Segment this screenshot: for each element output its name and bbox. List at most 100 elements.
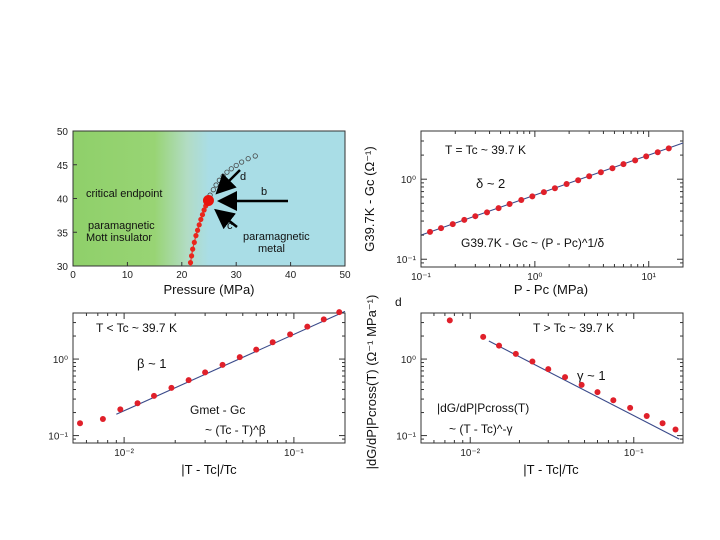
data-point [236, 354, 243, 361]
data-point [562, 374, 569, 381]
critical-endpoint-marker [202, 195, 214, 207]
panel-c-frame [72, 312, 346, 444]
critical-endpoint-label: critical endpoint [86, 188, 162, 200]
data-point [643, 413, 650, 420]
data-point [117, 406, 124, 413]
panel-c-x-axis-label: |T - Tc|/Tc [181, 462, 237, 477]
data-point [563, 181, 570, 188]
data-point [449, 221, 456, 228]
panel-d-frame [420, 312, 684, 444]
phase-x-ticks: 0 10 20 30 40 50 [70, 262, 351, 281]
x-tick-label: 0 [70, 270, 76, 281]
data-point [610, 397, 617, 404]
panel-c-y-ticks: 10⁻¹ 10⁰ [48, 312, 345, 444]
panel-b-y-axis-label: G39.7K - Gc (Ω⁻¹) [362, 146, 377, 251]
data-point [495, 205, 502, 212]
y-tick-label: 10⁻¹ [48, 432, 68, 443]
boundary-point-open [252, 153, 258, 159]
data-point [287, 331, 294, 338]
panel-d-x-ticks: 10⁻² 10⁻¹ [420, 313, 684, 459]
insulator-region-label-line2: Mott insulator [86, 232, 152, 244]
arrow-d [215, 169, 241, 195]
data-point [304, 323, 311, 330]
panel-d-y-ticks: 10⁻¹ 10⁰ [396, 312, 683, 444]
data-point [529, 193, 536, 200]
metal-region-label-line2: metal [258, 243, 285, 255]
insulator-region-label-line1: paramagnetic [88, 220, 155, 232]
panel-b-annotation-delta: δ ~ 2 [476, 176, 505, 191]
panel-c-x-ticks: 10⁻² 10⁻¹ [72, 313, 346, 459]
panel-d-x-axis-label: |T - Tc|/Tc [523, 462, 579, 477]
data-point [643, 153, 650, 160]
data-point [99, 415, 106, 422]
y-tick-label: 10⁰ [401, 355, 416, 366]
arrow-b-label: b [261, 186, 267, 198]
y-tick-label: 35 [57, 228, 69, 239]
phase-diagram-panel: 0 10 20 30 40 50 30 35 40 45 50 Pressure (MPa) cr… [57, 127, 351, 297]
boundary-point-filled [190, 246, 196, 252]
data-point [506, 200, 513, 207]
x-tick-label: 10 [122, 270, 134, 281]
boundary-point-filled [191, 239, 197, 245]
data-point [480, 333, 487, 340]
data-point [496, 342, 503, 349]
panel-d-annotation-temperature: T > Tc ~ 39.7 K [533, 321, 614, 335]
derivative-panel: 10⁻² 10⁻¹ 10⁻¹ 10⁰ |T - Tc|/Tc |dG/dP|Pcro… [364, 295, 684, 477]
panel-c-annotation-formula-1: Gmet - Gc [190, 403, 245, 417]
data-point [586, 173, 593, 180]
data-point [597, 169, 604, 176]
boundary-point-open [239, 159, 245, 165]
data-point [512, 350, 519, 357]
boundary-point-filled [198, 216, 204, 223]
y-tick-label: 45 [57, 161, 69, 172]
data-point [446, 317, 453, 324]
panel-c-annotation-formula-2: ~ (Tc - T)^β [205, 423, 266, 437]
panel-c-marks [77, 309, 346, 427]
fit-line [488, 340, 680, 440]
data-point [545, 366, 552, 373]
y-tick-label: 10⁻¹ [396, 432, 416, 443]
data-point [269, 339, 276, 346]
metal-region-label-line1: paramagnetic [243, 231, 310, 243]
panel-d-marks [446, 317, 680, 440]
data-point [594, 389, 601, 396]
data-point [253, 346, 260, 353]
data-point [659, 420, 666, 427]
x-tick-label: 10⁻¹ [284, 448, 304, 459]
panel-b-annotation-temperature: T = Tc ~ 39.7 K [445, 143, 526, 157]
data-point [320, 316, 327, 323]
data-point [575, 177, 582, 184]
data-point [665, 145, 672, 152]
phase-x-axis-label: Pressure (MPa) [163, 282, 254, 297]
boundary-point-filled [201, 207, 207, 213]
panel-d-annotation-formula-1: |dG/dP|Pcross(T) [437, 401, 529, 415]
panel-d-annotation-formula-2: ~ (T - Tc)^-γ [449, 422, 513, 436]
x-tick-label: 10⁻² [114, 448, 134, 459]
phase-y-ticks: 30 35 40 45 50 [57, 127, 77, 273]
boundary-point-filled [196, 222, 202, 228]
x-tick-label: 10⁻¹ [411, 272, 431, 283]
y-tick-label: 40 [57, 195, 69, 206]
data-point [77, 420, 84, 427]
boundary-point-open [245, 156, 251, 162]
boundary-point-filled [199, 212, 206, 218]
data-point [134, 400, 141, 407]
data-point [551, 185, 558, 192]
data-point [219, 361, 226, 368]
data-point [438, 225, 445, 232]
data-point [168, 384, 175, 391]
x-tick-label: 10¹ [641, 272, 656, 283]
data-point [336, 309, 343, 316]
data-point [540, 189, 547, 196]
arrow-c-label: c [227, 220, 233, 232]
data-point [632, 157, 639, 164]
boundary-point-filled [194, 227, 201, 233]
x-tick-label: 10⁻² [460, 448, 480, 459]
x-tick-label: 20 [176, 270, 188, 281]
panel-d-y-axis-label: |dG/dP|Pcross(T) (Ω⁻¹ MPa⁻¹) [364, 295, 379, 470]
panel-b-marks [420, 142, 684, 236]
x-tick-label: 30 [231, 270, 243, 281]
y-tick-label: 50 [57, 127, 69, 138]
arrow-d-label: d [240, 171, 246, 183]
